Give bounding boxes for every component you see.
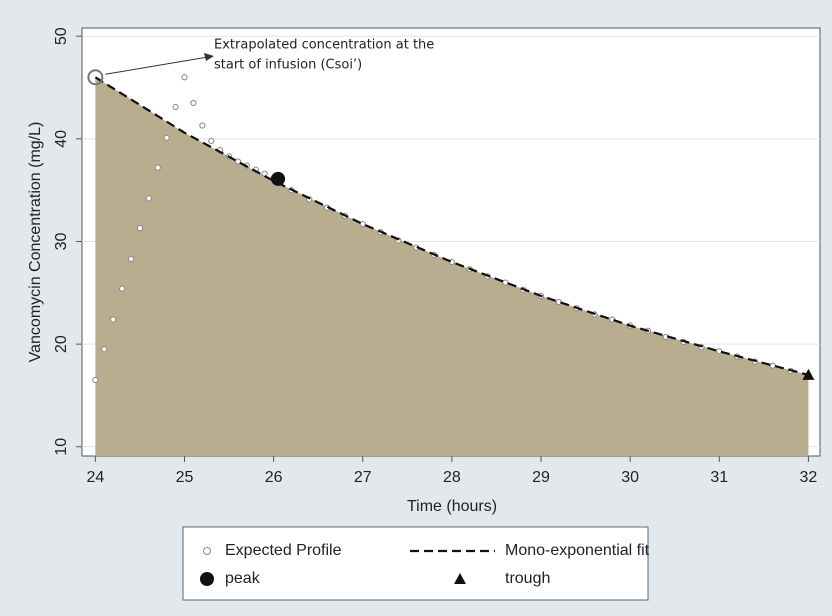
point xyxy=(359,220,366,228)
point xyxy=(119,285,126,292)
point xyxy=(92,376,99,384)
legend-label: Expected Profile xyxy=(225,542,342,559)
point xyxy=(127,255,135,263)
legend-label: trough xyxy=(505,570,550,587)
point xyxy=(261,170,268,177)
x-tick-label: 24 xyxy=(86,469,104,486)
x-tick-label: 31 xyxy=(710,469,728,486)
point xyxy=(163,134,170,141)
legend-marker xyxy=(454,573,466,584)
x-tick-label: 28 xyxy=(443,469,461,486)
area xyxy=(95,77,809,457)
y-tick-label: 30 xyxy=(53,232,70,250)
point xyxy=(136,225,144,232)
point xyxy=(208,137,215,145)
point xyxy=(110,316,117,323)
annotation-arrow xyxy=(105,56,209,75)
legend-marker xyxy=(200,572,214,586)
x-tick-label: 26 xyxy=(265,469,283,486)
legend-label: Mono-exponential fit xyxy=(505,542,650,559)
annotation-arrowhead xyxy=(204,53,214,61)
legend-label: peak xyxy=(225,570,261,587)
y-tick-label: 20 xyxy=(53,335,70,353)
point xyxy=(502,279,509,286)
y-axis-label: Vancomycin Concentration (mg/L) xyxy=(27,122,44,363)
x-tick-label: 29 xyxy=(532,469,550,486)
x-tick-label: 30 xyxy=(621,469,639,486)
legend xyxy=(182,526,649,601)
point xyxy=(199,122,206,129)
point xyxy=(271,171,286,186)
x-tick-label: 27 xyxy=(354,469,372,486)
y-tick-label: 50 xyxy=(53,27,70,45)
point xyxy=(154,164,161,171)
point xyxy=(190,99,197,107)
point xyxy=(172,103,179,111)
point xyxy=(101,346,108,353)
point xyxy=(802,368,815,380)
x-tick-label: 25 xyxy=(176,469,194,486)
point xyxy=(145,195,152,202)
annotation-text: Extrapolated concentration at the xyxy=(214,38,434,53)
x-axis-label: Time (hours) xyxy=(407,498,497,515)
legend-marker xyxy=(203,547,211,555)
plot xyxy=(92,74,815,457)
y-tick-label: 40 xyxy=(53,130,70,148)
point xyxy=(234,158,242,165)
annotation-marker xyxy=(87,69,104,86)
y-tick-label: 10 xyxy=(53,438,70,456)
point xyxy=(181,74,188,81)
annotation-text: start of infusion (Csoi’) xyxy=(214,58,362,73)
legend-items: Expected Profile Mono-exponential fit peak… xyxy=(200,542,650,587)
x-tick-label: 32 xyxy=(800,469,818,486)
point xyxy=(769,362,776,369)
